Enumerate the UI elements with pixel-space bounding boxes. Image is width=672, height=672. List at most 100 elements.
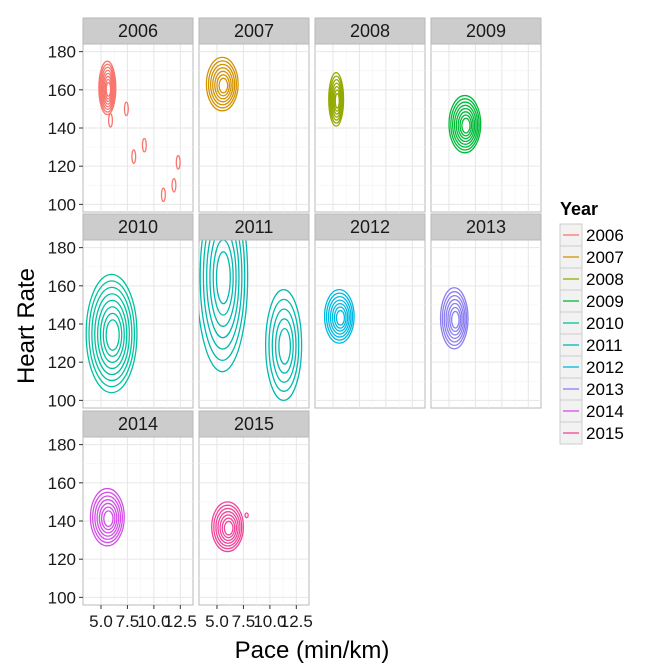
contour-line [217, 511, 239, 544]
contour-line [98, 60, 117, 116]
y-tick-label: 160 [48, 81, 76, 100]
contour-line [325, 292, 354, 341]
contour-line [455, 107, 476, 143]
contour-line [244, 512, 249, 519]
contour-line [202, 240, 243, 350]
contour-line [328, 71, 345, 127]
y-tick-label: 180 [48, 43, 76, 62]
contour-line [123, 101, 129, 117]
contour-line [218, 77, 229, 94]
contour-line [331, 302, 349, 332]
contour-line [100, 506, 116, 531]
contour-line [331, 82, 343, 118]
contours [89, 487, 125, 547]
contour-line [459, 114, 473, 137]
contour-line [215, 251, 231, 305]
contour-line [102, 312, 123, 357]
legend-label: 2013 [586, 380, 624, 399]
contour-line [85, 273, 138, 394]
panel-2009: 2009 [430, 17, 542, 213]
y-tick-label: 160 [48, 474, 76, 493]
gridlines [315, 240, 425, 408]
contour-line [330, 78, 343, 121]
y-axis-title: Heart Rate [13, 268, 40, 384]
contour-line [332, 85, 342, 115]
contour-line [99, 63, 116, 113]
panel-2006: 2006 100 120 140 160 180 [48, 17, 194, 214]
legend-label: 2007 [586, 248, 624, 267]
panel-2007: 2007 [198, 17, 310, 213]
x-tick-label: 10.0 [253, 612, 286, 631]
contour-line [449, 306, 462, 333]
contours [323, 288, 355, 344]
contour-line [223, 520, 234, 536]
contour-line [333, 306, 347, 329]
contour-line [278, 327, 292, 365]
contour-line [105, 319, 120, 351]
contour-line [209, 240, 237, 327]
contour-line [452, 101, 479, 148]
y-tick-label: 100 [48, 391, 76, 410]
contour-line [212, 67, 234, 103]
legend-label: 2008 [586, 270, 624, 289]
legend-label: 2009 [586, 292, 624, 311]
x-tick-label: 12.5 [280, 612, 313, 631]
contour-line [96, 299, 128, 370]
contour-line [102, 72, 114, 105]
facet-strip [314, 17, 426, 45]
facet-strip-label: 2009 [466, 21, 506, 41]
legend-item-2009: 2009 [559, 289, 624, 313]
legend-item-2007: 2007 [559, 245, 624, 269]
facet-strip-label: 2015 [234, 414, 274, 434]
facet-strip [430, 213, 542, 241]
contour-line [457, 111, 474, 140]
legend-label: 2012 [586, 358, 624, 377]
contour-line [104, 78, 113, 100]
facet-strip-label: 2013 [466, 217, 506, 237]
y-tick-label: 140 [48, 315, 76, 334]
legend-item-2012: 2012 [559, 355, 624, 379]
contour-line [105, 81, 112, 97]
facet-strip-label: 2008 [350, 21, 390, 41]
contour-line [160, 187, 166, 203]
facet-strip [198, 410, 310, 438]
contour-line [211, 501, 245, 553]
contour-line [206, 240, 240, 339]
contour-line [447, 302, 463, 336]
contour-line [98, 502, 118, 534]
gridlines [431, 240, 541, 408]
contour-line [453, 104, 477, 145]
contour-line [199, 240, 246, 362]
contour-line [199, 240, 249, 373]
contours [211, 501, 249, 553]
y-tick-label: 100 [48, 195, 76, 214]
contour-line [89, 487, 125, 547]
contour-line [450, 310, 460, 329]
contour-line [101, 69, 115, 108]
y-tick-label: 140 [48, 119, 76, 138]
facet-strip [430, 17, 542, 45]
facet-strip-label: 2006 [118, 21, 158, 41]
contour-line [100, 66, 115, 111]
contours [439, 287, 469, 350]
contour-line [88, 280, 136, 388]
legend-title: Year [560, 199, 598, 219]
panel-2008: 2008 [314, 17, 426, 213]
legend-item-2006: 2006 [559, 223, 624, 247]
contours [199, 240, 303, 402]
legend: Year 2006 2007 2008 2009 2010 2011 2012 2013 201… [559, 199, 624, 445]
contour-line [103, 75, 113, 103]
contour-line [450, 98, 480, 151]
contour-line [94, 495, 122, 540]
contour-line [268, 298, 300, 392]
contour-line [215, 507, 241, 547]
contour-line [214, 70, 232, 100]
legend-item-2011: 2011 [559, 333, 623, 357]
legend-label: 2011 [586, 336, 623, 355]
legend-item-2015: 2015 [559, 421, 624, 445]
contours [328, 71, 345, 127]
x-tick-label: 7.5 [116, 612, 140, 631]
contour-line [219, 514, 238, 542]
contour-line [107, 113, 114, 128]
y-tick-label: 120 [48, 550, 76, 569]
